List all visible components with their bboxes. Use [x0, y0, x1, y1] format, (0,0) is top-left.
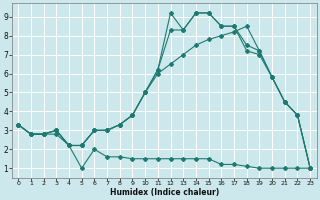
X-axis label: Humidex (Indice chaleur): Humidex (Indice chaleur): [109, 188, 219, 197]
